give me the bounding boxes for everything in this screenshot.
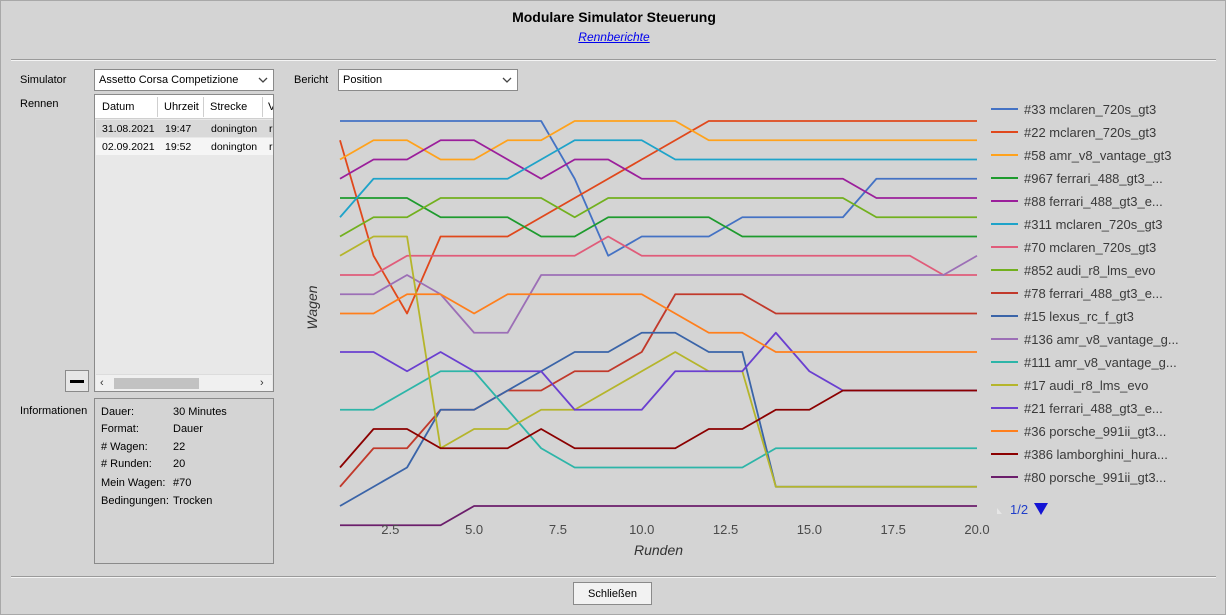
scrollbar-thumb[interactable]: [114, 378, 199, 389]
table-row[interactable]: 02.09.2021 19:52 donington r: [96, 138, 273, 155]
info-key: Bedingungen:: [101, 495, 169, 507]
close-button[interactable]: Schließen: [573, 582, 652, 605]
series-line-4: [340, 197, 977, 238]
legend-entry: #22 mclaren_720s_gt3: [1024, 125, 1156, 140]
simulator-select[interactable]: Assetto Corsa Competizione: [94, 69, 274, 91]
position-chart: 2.5 5.0 7.5 10.0 12.5 15.0 17.5 20.0 Runden Wagen…: [291, 96, 1221, 566]
column-header-v[interactable]: V: [268, 101, 273, 113]
legend-entry: #33 mclaren_720s_gt3: [1024, 102, 1156, 117]
info-value: Dauer: [173, 423, 203, 435]
info-key: Mein Wagen:: [101, 477, 166, 489]
info-key: # Runden:: [101, 458, 152, 470]
chevron-down-icon: [502, 77, 512, 83]
report-link[interactable]: Rennberichte: [578, 30, 650, 44]
series-line-8: [339, 197, 977, 238]
info-value: #70: [173, 477, 192, 489]
cell-v: r: [269, 123, 273, 135]
series-line-11: [340, 254, 978, 334]
x-tick-label: 7.5: [549, 522, 567, 537]
legend-page-label: 1/2: [1010, 502, 1028, 517]
legend-next-icon: [1034, 503, 1048, 515]
scroll-left-icon[interactable]: ‹: [100, 377, 104, 389]
report-value: Position: [343, 74, 383, 86]
legend-entry: #58 amr_v8_vantage_gt3: [1024, 148, 1171, 163]
series-line-1: [340, 120, 977, 257]
table-row[interactable]: 31.08.2021 19:47 donington r: [96, 120, 273, 137]
column-header-datum[interactable]: Datum: [102, 101, 135, 113]
info-value: 20: [173, 458, 186, 470]
legend-entry: #311 mclaren_720s_gt3: [1024, 217, 1163, 232]
series-line-7: [340, 235, 977, 276]
cell-datum: 31.08.2021: [102, 123, 155, 135]
x-tick-label: 15.0: [797, 522, 822, 537]
chevron-down-icon: [258, 77, 268, 83]
series-line-14: [340, 331, 977, 411]
series-line-17: [340, 505, 977, 527]
series-line-5: [339, 139, 977, 199]
info-panel: Dauer: 30 Minutes Format: Dauer # Wagen:…: [94, 398, 274, 564]
top-divider: [11, 59, 1216, 61]
report-label: Bericht: [294, 74, 329, 86]
info-value: Trocken: [173, 495, 213, 507]
races-list-header: Datum Uhrzeit Strecke V: [95, 95, 273, 119]
x-tick-label: 17.5: [881, 522, 906, 537]
legend-entry: #967 ferrari_488_gt3_...: [1024, 171, 1163, 186]
info-label: Informationen: [20, 405, 88, 417]
x-tick-label: 12.5: [713, 522, 738, 537]
scroll-right-icon[interactable]: ›: [260, 377, 264, 389]
legend-entry: #15 lexus_rc_f_gt3: [1024, 309, 1134, 324]
info-key: Format:: [101, 423, 139, 435]
legend-entry: #70 mclaren_720s_gt3: [1024, 240, 1156, 255]
x-tick-label: 10.0: [629, 522, 654, 537]
cell-strecke: donington: [211, 123, 258, 135]
cell-uhrzeit: 19:47: [165, 123, 192, 135]
info-key: Dauer:: [101, 406, 135, 418]
legend-entry: #78 ferrari_488_gt3_e...: [1024, 286, 1163, 301]
cell-v: r: [269, 141, 273, 153]
legend-entry: #111 amr_v8_vantage_g...: [1024, 355, 1177, 370]
series-line-16: [339, 389, 977, 469]
races-label: Rennen: [20, 98, 59, 110]
legend-entry: #136 amr_v8_vantage_g...: [1024, 332, 1179, 347]
legend-entry: #36 porsche_991ii_gt3...: [1024, 424, 1166, 439]
info-value: 30 Minutes: [173, 406, 227, 418]
cell-uhrzeit: 19:52: [165, 141, 192, 153]
x-tick-label: 2.5: [381, 522, 399, 537]
delete-race-button[interactable]: [65, 370, 89, 392]
legend-entry: #21 ferrari_488_gt3_e...: [1024, 401, 1163, 416]
races-list[interactable]: Datum Uhrzeit Strecke V 31.08.2021 19:47…: [94, 94, 274, 392]
legend-entry: #852 audi_r8_lms_evo: [1024, 263, 1156, 278]
legend-prev-icon: [997, 508, 1002, 514]
x-tick-label: 20.0: [964, 522, 989, 537]
legend-entry: #88 ferrari_488_gt3_e...: [1024, 194, 1163, 209]
legend-entry: #17 audi_r8_lms_evo: [1024, 378, 1148, 393]
legend-entry: #386 lamborghini_hura...: [1024, 447, 1168, 462]
minus-icon: [70, 380, 84, 383]
info-value: 22: [173, 441, 186, 453]
series-line-3: [339, 120, 977, 161]
simulator-label: Simulator: [20, 74, 67, 86]
column-header-uhrzeit[interactable]: Uhrzeit: [164, 101, 199, 113]
horizontal-scrollbar[interactable]: ‹ ›: [96, 374, 272, 391]
legend-entry: #80 porsche_991ii_gt3...: [1024, 470, 1166, 485]
cell-datum: 02.09.2021: [102, 141, 155, 153]
bottom-divider: [11, 576, 1216, 578]
series-line-12: [340, 370, 977, 469]
report-select[interactable]: Position: [338, 69, 518, 91]
series-line-15: [340, 293, 977, 353]
x-axis-label: Runden: [634, 542, 683, 558]
cell-strecke: donington: [211, 141, 258, 153]
simulator-value: Assetto Corsa Competizione: [99, 74, 239, 86]
window-title: Modulare Simulator Steuerung: [512, 9, 716, 25]
info-key: # Wagen:: [101, 441, 148, 453]
series-line-6: [339, 139, 977, 218]
x-tick-label: 5.0: [465, 522, 483, 537]
series-line-13: [339, 235, 977, 488]
column-header-strecke[interactable]: Strecke: [210, 101, 248, 113]
y-axis-label: Wagen: [304, 285, 320, 329]
